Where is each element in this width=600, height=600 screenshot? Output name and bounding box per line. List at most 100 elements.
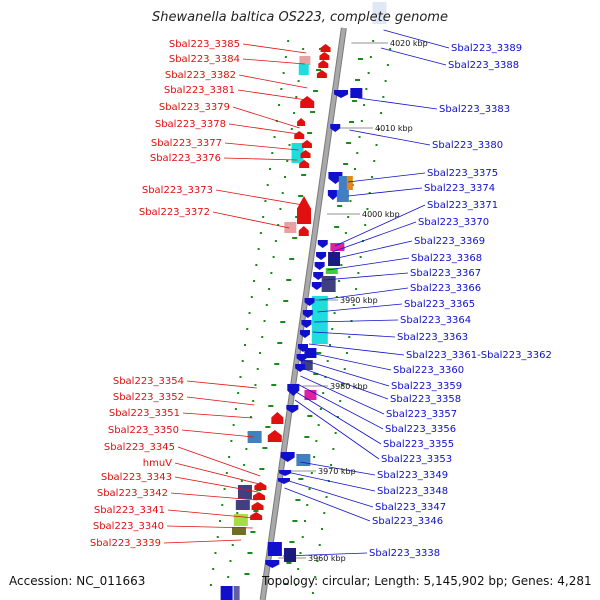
track-dot xyxy=(336,416,339,418)
gene-label-left: hmuV xyxy=(143,458,172,469)
track-dot xyxy=(358,136,361,138)
track-dot xyxy=(261,336,264,338)
track-dot xyxy=(232,424,235,426)
gene-label-left: Sbal223_3345 xyxy=(104,442,175,453)
track-dash xyxy=(352,100,358,102)
track-dot xyxy=(297,568,300,570)
track-dot xyxy=(368,192,371,194)
gene-arrow-forward xyxy=(320,44,331,52)
track-dot xyxy=(353,168,356,170)
gene-label-right: Sbal223_3367 xyxy=(410,268,481,279)
leader-line xyxy=(312,331,396,338)
gene-arrow-forward xyxy=(267,430,282,442)
gene-block xyxy=(232,527,247,535)
track-dot xyxy=(343,368,346,370)
gene-block xyxy=(237,485,252,499)
track-dot xyxy=(234,408,237,410)
track-dot xyxy=(356,152,359,154)
track-dash xyxy=(355,79,361,81)
leader-line xyxy=(186,396,255,406)
gene-label-right: Sbal223_3364 xyxy=(400,315,471,326)
gene-label-left: Sbal223_3378 xyxy=(155,119,226,130)
track-dash xyxy=(298,478,304,480)
track-dot xyxy=(338,280,341,282)
gene-arrow-reverse xyxy=(287,384,300,396)
track-dash xyxy=(262,447,268,449)
track-dot xyxy=(335,296,338,298)
track-dot xyxy=(237,392,240,394)
gene-label-left: Sbal223_3379 xyxy=(159,102,230,113)
gene-label-right: Sbal223_3355 xyxy=(383,439,454,450)
gene-label-right: Sbal223_3365 xyxy=(404,299,475,310)
track-dot xyxy=(268,288,271,290)
gene-arrow-reverse xyxy=(286,405,299,413)
topology-label: Topology: circular; Length: 5,145,902 bp… xyxy=(262,574,592,588)
track-dash xyxy=(307,415,313,417)
track-dot xyxy=(280,88,283,90)
track-dot xyxy=(214,552,217,554)
track-dot xyxy=(386,64,389,66)
gene-label-right: Sbal223_3368 xyxy=(411,253,482,264)
gene-label-left: Sbal223_3377 xyxy=(151,138,222,149)
gene-arrow-forward xyxy=(301,140,312,148)
leader-line xyxy=(286,471,376,492)
gene-block xyxy=(325,268,338,274)
leader-lines xyxy=(163,29,450,557)
track-dot xyxy=(288,144,291,146)
gene-arrow-forward xyxy=(251,502,264,510)
leader-line xyxy=(300,375,385,415)
track-dot xyxy=(297,80,300,82)
leader-line xyxy=(314,319,399,323)
track-dot xyxy=(365,88,368,90)
gene-label-right: Sbal223_3361-Sbal223_3362 xyxy=(406,350,552,361)
gene-label-right: Sbal223_3366 xyxy=(410,283,481,294)
track-dot xyxy=(366,208,369,210)
track-dot xyxy=(344,232,347,234)
track-dash xyxy=(292,237,298,239)
track-dot xyxy=(287,40,290,42)
gene-block xyxy=(338,176,347,190)
track-dot xyxy=(310,472,313,474)
track-dot xyxy=(263,320,266,322)
leader-line xyxy=(295,391,382,445)
track-dot xyxy=(262,216,265,218)
track-dot xyxy=(266,184,269,186)
gene-label-right: Sbal223_3338 xyxy=(369,548,440,559)
track-dot xyxy=(230,440,233,442)
gene-block xyxy=(299,56,311,65)
track-dot xyxy=(332,448,335,450)
track-dot xyxy=(347,216,350,218)
gene-label-right: Sbal223_3358 xyxy=(390,394,461,405)
leader-line xyxy=(300,461,376,476)
leader-line xyxy=(224,142,299,151)
leader-line xyxy=(380,47,447,66)
accession-label: Accession: NC_011663 xyxy=(9,574,146,588)
gene-arrow-reverse xyxy=(279,470,292,476)
track-dot xyxy=(236,512,239,514)
gene-block xyxy=(220,586,233,600)
gene-label-right: Sbal223_3347 xyxy=(375,502,446,513)
gene-arrow-forward xyxy=(254,482,267,490)
track-dot xyxy=(257,248,260,250)
gene-label-right: Sbal223_3356 xyxy=(385,424,456,435)
track-dot xyxy=(372,40,375,42)
track-dot xyxy=(325,496,328,498)
gene-arrow-reverse xyxy=(317,240,328,248)
leader-line xyxy=(166,525,253,529)
scale-tick-label: 4000 kbp xyxy=(362,210,400,219)
gene-arrow-forward xyxy=(298,226,309,236)
gene-arrow-reverse xyxy=(327,190,338,200)
gene-label-left: Sbal223_3382 xyxy=(165,70,236,81)
track-dot xyxy=(340,264,343,266)
leader-line xyxy=(331,221,417,253)
gene-arrow-forward xyxy=(294,131,305,139)
gene-arrow-reverse xyxy=(304,298,315,306)
gene-label-right: Sbal223_3349 xyxy=(377,470,448,481)
track-dot xyxy=(273,136,276,138)
scale-tick-label: 3970 kbp xyxy=(318,467,356,476)
gene-arrow-reverse xyxy=(316,252,327,260)
track-dash xyxy=(343,163,349,165)
track-dot xyxy=(316,560,319,562)
leader-line xyxy=(317,303,403,313)
leader-line xyxy=(285,479,374,508)
